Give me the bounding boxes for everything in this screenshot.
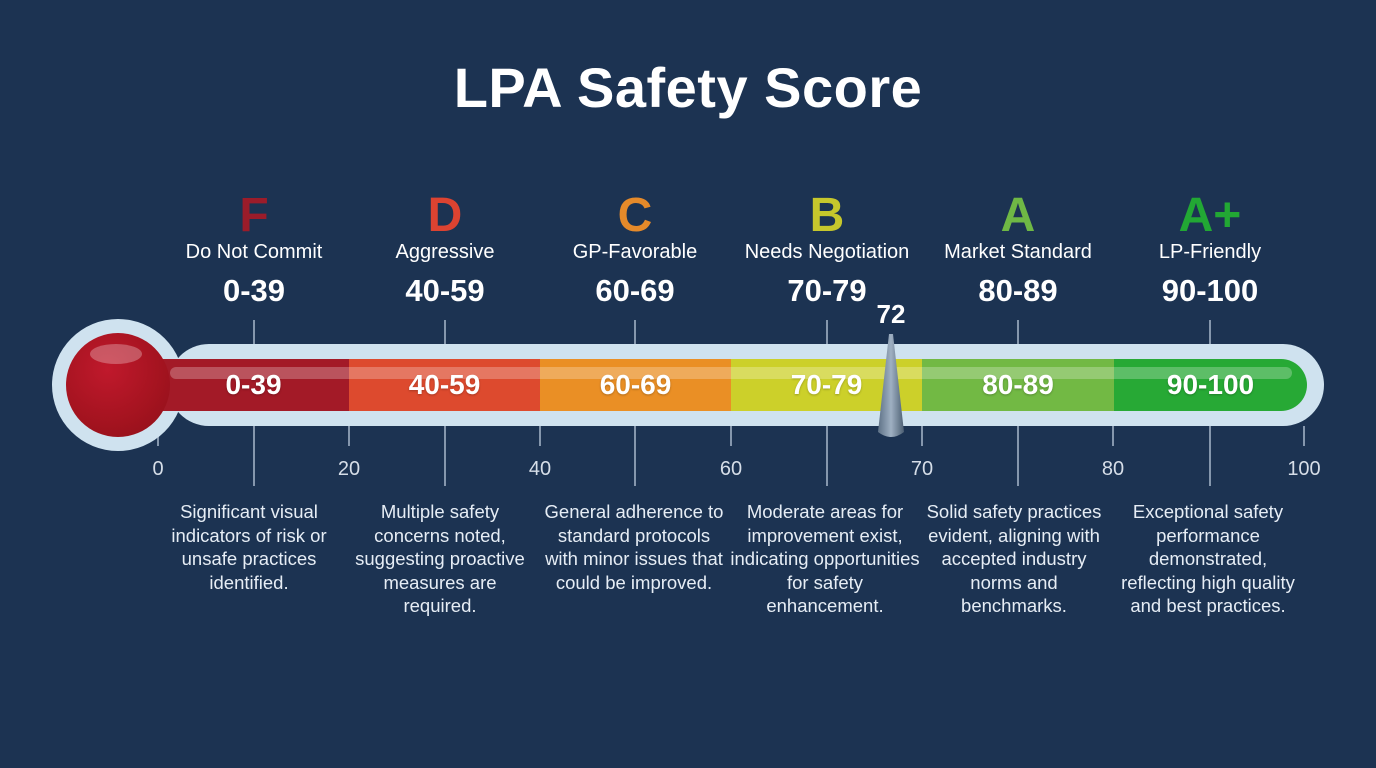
grade-f-range: 0-39 <box>222 273 286 308</box>
grade-d-description: Multiple safety concerns noted, suggesti… <box>355 501 525 616</box>
grade-b-letter: B <box>809 189 845 242</box>
grade-c-label: GP-Favorable <box>572 241 698 263</box>
axis-tick-mark <box>1303 426 1305 446</box>
connector-line <box>826 320 828 344</box>
segment-label: 40-59 <box>408 369 481 400</box>
grade-f-letter: F <box>239 189 269 242</box>
axis-tick-label: 100 <box>1287 458 1321 480</box>
needle-value: 72 <box>876 299 906 329</box>
axis-tick-label: 40 <box>528 458 552 480</box>
grade-a-range: 80-89 <box>978 273 1058 308</box>
grade-b-label: Needs Negotiation <box>744 241 910 263</box>
segment-90-100: 90-100 <box>1114 359 1307 411</box>
connector-line <box>826 426 828 486</box>
axis-tick-mark <box>1112 426 1114 446</box>
segment-label: 80-89 <box>982 369 1054 400</box>
segment-label: 60-69 <box>599 369 672 400</box>
segment-60-69: 60-69 <box>540 359 731 411</box>
score-needle <box>878 334 904 437</box>
connector-line <box>444 426 446 486</box>
grade-a-description: Solid safety practices evident, aligning… <box>926 501 1102 616</box>
grade-a-plus-range: 90-100 <box>1161 273 1259 308</box>
grade-f-label: Do Not Commit <box>185 241 323 263</box>
grade-d-range: 40-59 <box>405 273 485 308</box>
connector-line <box>444 320 446 344</box>
axis-tick-label: 60 <box>719 458 743 480</box>
axis-tick-label: 20 <box>337 458 361 480</box>
axis-tick-mark <box>921 426 923 446</box>
connector-line <box>634 320 636 344</box>
connector-line <box>1017 320 1019 344</box>
grade-c-description: General adherence to standard protocols … <box>544 501 724 593</box>
segment-80-89: 80-89 <box>922 359 1114 411</box>
connector-line <box>253 426 255 486</box>
axis-tick-mark <box>539 426 541 446</box>
bar-highlight <box>170 367 1292 379</box>
page-title: LPA Safety Score <box>453 56 923 119</box>
grade-a-letter: A <box>1000 189 1036 242</box>
bulb-highlight <box>90 344 142 364</box>
grade-b-description: Moderate areas for improvement exist, in… <box>730 501 920 616</box>
axis-tick-label: 80 <box>1101 458 1125 480</box>
grade-a-plus-description: Exceptional safety performance demonstra… <box>1121 501 1295 616</box>
thermometer-bulb <box>66 333 170 437</box>
segment-label: 70-79 <box>790 369 863 400</box>
grade-a-plus-label: LP-Friendly <box>1158 241 1262 263</box>
axis-tick-mark <box>348 426 350 446</box>
grade-b-range: 70-79 <box>787 273 867 308</box>
grade-d-label: Aggressive <box>395 241 495 263</box>
axis-tick-label: 70 <box>910 458 934 480</box>
grade-f-description: Significant visual indicators of risk or… <box>171 501 327 593</box>
grade-a-label: Market Standard <box>944 241 1092 263</box>
connector-line <box>1017 426 1019 486</box>
segment-label: 90-100 <box>1166 369 1255 400</box>
axis-tick-mark <box>730 426 732 446</box>
grade-c-letter: C <box>617 189 653 242</box>
grade-c-range: 60-69 <box>595 273 675 308</box>
connector-line <box>253 320 255 344</box>
grade-d-letter: D <box>427 189 463 242</box>
score-bar: 0-39 40-59 60-69 70-79 80-89 90-100 <box>158 359 1307 411</box>
segment-40-59: 40-59 <box>349 359 540 411</box>
connector-line <box>1209 426 1211 486</box>
connector-line <box>1209 320 1211 344</box>
segment-label: 0-39 <box>225 369 282 400</box>
axis-tick-label: 0 <box>152 458 164 480</box>
grade-a-plus-letter: A+ <box>1178 189 1242 242</box>
segment-0-39: 0-39 <box>158 359 349 411</box>
connector-line <box>634 426 636 486</box>
